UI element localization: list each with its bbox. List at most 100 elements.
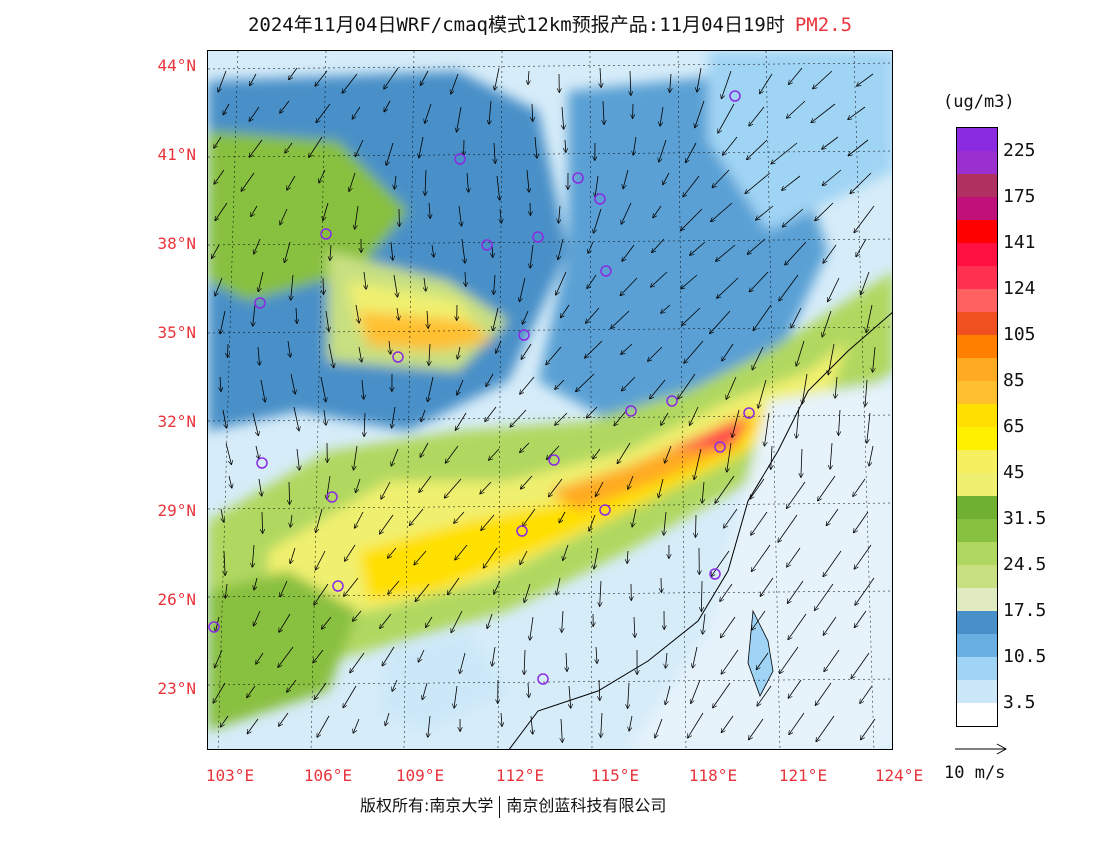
- wind-vector: [854, 511, 869, 533]
- city-marker-icon: [256, 457, 268, 469]
- wind-vector: [280, 208, 288, 225]
- wind-vector: [712, 169, 730, 187]
- legend-color-box: [957, 128, 997, 151]
- wind-vector: [600, 580, 601, 606]
- wind-vector: [830, 442, 832, 469]
- wind-vector: [789, 712, 805, 734]
- wind-vector: [290, 514, 292, 527]
- wind-vector: [222, 409, 226, 428]
- legend-label: 175: [1003, 186, 1036, 207]
- wind-vector: [290, 373, 295, 394]
- wind-vector: [796, 340, 805, 366]
- wind-vector: [594, 547, 599, 569]
- legend-label: 225: [1003, 140, 1036, 161]
- wind-vector: [655, 718, 663, 738]
- wind-vector: [811, 103, 836, 122]
- wind-vector: [630, 70, 631, 95]
- legend-color-box: [957, 542, 997, 565]
- wind-vector: [446, 445, 459, 463]
- wind-vector: [732, 409, 740, 437]
- wind-vector: [771, 445, 772, 469]
- wind-vector: [278, 646, 294, 667]
- wind-vector: [565, 139, 566, 152]
- wind-vector: [652, 238, 665, 252]
- wind-vector: [758, 379, 767, 408]
- lat-label-32: 32°N: [157, 412, 196, 431]
- wind-vector: [485, 406, 497, 421]
- wind-vector: [364, 412, 365, 436]
- wind-vector: [664, 511, 666, 535]
- wind-vector: [632, 508, 637, 527]
- map-panel[interactable]: [207, 50, 893, 750]
- wind-vector: [546, 346, 562, 365]
- city-marker-icon: [254, 297, 266, 309]
- wind-vector: [494, 274, 495, 294]
- wind-vector: [458, 205, 462, 226]
- wind-vector: [258, 478, 262, 496]
- wind-vector: [530, 616, 534, 640]
- wind-vector: [854, 205, 875, 232]
- wind-vector: [628, 475, 634, 489]
- wind-vector: [727, 442, 732, 472]
- wind-vector: [385, 712, 390, 725]
- wind-vector: [455, 544, 468, 560]
- legend-label: 141: [1003, 232, 1036, 253]
- wind-vector: [384, 100, 391, 112]
- wind-vector: [547, 445, 560, 459]
- wind-vector: [254, 238, 261, 254]
- wind-vector: [816, 715, 835, 741]
- wind-vector: [787, 547, 801, 567]
- wind-vector: [467, 172, 469, 192]
- graticule: [208, 51, 892, 749]
- wind-vector: [392, 679, 398, 691]
- wind-vector: [224, 550, 225, 575]
- wind-vector: [391, 241, 393, 260]
- wind-vector: [500, 208, 501, 223]
- wind-vector: [220, 376, 221, 391]
- wind-vector: [556, 271, 567, 295]
- city-marker-icon: [572, 172, 584, 184]
- wind-vector: [221, 508, 224, 522]
- city-marker-icon: [332, 580, 344, 592]
- wind-vector: [593, 448, 601, 459]
- wind-vector: [621, 202, 632, 224]
- wind-vector: [721, 616, 736, 638]
- wind-vector: [421, 70, 429, 85]
- wind-vector: [262, 511, 263, 533]
- wind-vector: [851, 652, 870, 678]
- city-marker-icon: [600, 265, 612, 277]
- wind-vector: [309, 136, 323, 157]
- wind-vector: [620, 277, 638, 295]
- wind-vector: [494, 142, 495, 163]
- city-marker-icon: [594, 193, 606, 205]
- wind-vector: [316, 103, 331, 122]
- wind-vector: [454, 685, 458, 708]
- wind-vector: [722, 70, 732, 98]
- wind-vector: [419, 136, 424, 158]
- wind-vector: [865, 379, 867, 406]
- wind-vector: [818, 475, 836, 501]
- wind-vector: [822, 136, 839, 149]
- wind-vector: [787, 481, 806, 508]
- wind-vector: [835, 376, 837, 398]
- wind-vector: [228, 343, 229, 357]
- city-marker-icon: [729, 90, 741, 102]
- wind-vector: [848, 106, 866, 119]
- wind-vector: [801, 448, 802, 477]
- legend-color-box: [957, 657, 997, 680]
- lat-label-44: 44°N: [157, 56, 196, 75]
- wind-vector: [665, 445, 672, 463]
- wind-vector: [688, 712, 704, 738]
- wind-vector: [686, 142, 697, 162]
- wind-vector: [428, 715, 430, 737]
- lon-label-115: 115°E: [590, 766, 640, 785]
- wind-vector: [496, 175, 500, 200]
- wind-vector: [425, 169, 426, 195]
- wind-vector: [588, 241, 594, 253]
- legend-label: 65: [1003, 416, 1025, 437]
- wind-vector: [694, 448, 702, 479]
- wind-vector: [622, 376, 636, 391]
- wind-vector: [362, 379, 364, 399]
- wind-vector: [813, 70, 833, 89]
- wind-vector: [355, 205, 359, 229]
